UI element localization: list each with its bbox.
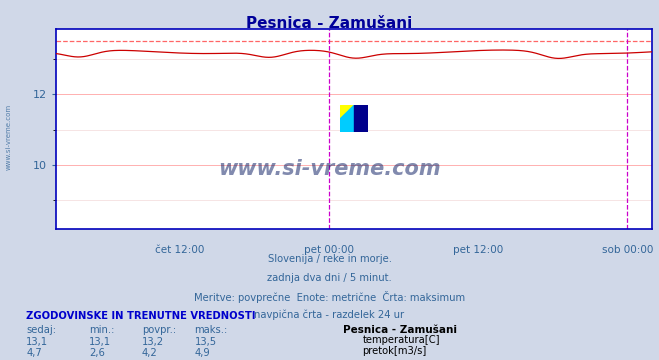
Text: čet 12:00: čet 12:00 (156, 245, 205, 255)
Polygon shape (340, 105, 355, 119)
Text: 2,6: 2,6 (89, 348, 105, 358)
Text: min.:: min.: (89, 325, 115, 335)
Text: maks.:: maks.: (194, 325, 227, 335)
Text: pet 00:00: pet 00:00 (304, 245, 354, 255)
Text: Slovenija / reke in morje.: Slovenija / reke in morje. (268, 254, 391, 264)
Text: 13,1: 13,1 (89, 337, 111, 347)
Text: temperatura[C]: temperatura[C] (362, 335, 440, 345)
Text: www.si-vreme.com: www.si-vreme.com (5, 104, 12, 170)
Polygon shape (355, 105, 368, 132)
Polygon shape (340, 105, 355, 132)
Text: 13,2: 13,2 (142, 337, 164, 347)
Text: Meritve: povprečne  Enote: metrične  Črta: maksimum: Meritve: povprečne Enote: metrične Črta:… (194, 291, 465, 303)
Text: pretok[m3/s]: pretok[m3/s] (362, 346, 426, 356)
Text: sob 00:00: sob 00:00 (602, 245, 653, 255)
Text: ZGODOVINSKE IN TRENUTNE VREDNOSTI: ZGODOVINSKE IN TRENUTNE VREDNOSTI (26, 311, 256, 321)
Text: 13,1: 13,1 (26, 337, 49, 347)
Text: pet 12:00: pet 12:00 (453, 245, 503, 255)
Text: Pesnica - Zamušani: Pesnica - Zamušani (246, 16, 413, 31)
Text: Pesnica - Zamušani: Pesnica - Zamušani (343, 325, 457, 335)
Text: navpična črta - razdelek 24 ur: navpična črta - razdelek 24 ur (254, 310, 405, 320)
Text: povpr.:: povpr.: (142, 325, 176, 335)
Text: www.si-vreme.com: www.si-vreme.com (218, 159, 441, 179)
Text: zadnja dva dni / 5 minut.: zadnja dva dni / 5 minut. (267, 273, 392, 283)
Text: sedaj:: sedaj: (26, 325, 57, 335)
Text: 4,2: 4,2 (142, 348, 158, 358)
Text: 13,5: 13,5 (194, 337, 217, 347)
Text: 4,9: 4,9 (194, 348, 210, 358)
Text: 4,7: 4,7 (26, 348, 42, 358)
